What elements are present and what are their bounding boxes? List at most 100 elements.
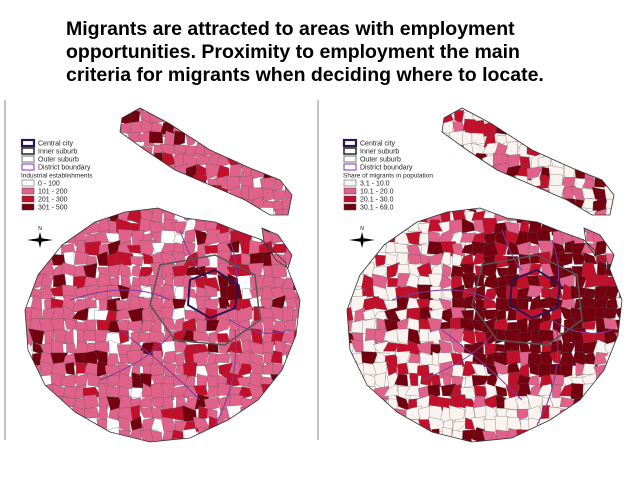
map-cell	[536, 108, 553, 115]
map-cell	[216, 165, 230, 179]
map-cell	[347, 210, 353, 226]
map-cell	[584, 110, 596, 126]
map-cell	[614, 108, 622, 111]
map-cell	[297, 129, 300, 146]
map-cell	[474, 185, 488, 203]
map-cell	[395, 198, 409, 213]
coastline	[441, 107, 615, 216]
title-line: Migrants are attracted to areas with emp…	[66, 18, 515, 40]
map-cell	[97, 122, 111, 137]
map-cell	[184, 178, 198, 191]
map-cell	[84, 407, 101, 419]
map-cell	[32, 210, 42, 225]
map-cell	[583, 416, 599, 432]
map-cell	[613, 167, 622, 180]
map-cell	[159, 185, 176, 201]
map-cell	[72, 417, 87, 433]
map-cell	[604, 416, 619, 430]
map-cell	[617, 152, 622, 171]
map-cell	[582, 252, 597, 265]
map-cell	[39, 273, 53, 292]
map-cell	[397, 362, 409, 376]
map-cell	[293, 233, 300, 245]
map-cell	[526, 111, 544, 123]
map-cell	[607, 361, 617, 379]
map-cell	[292, 429, 300, 442]
map-cell	[163, 437, 178, 442]
map-cell	[83, 350, 98, 367]
map-cell	[593, 398, 611, 408]
map-cell	[560, 299, 576, 309]
map-cell	[617, 186, 622, 199]
map-cell	[449, 162, 466, 180]
map-cell	[419, 131, 434, 145]
map-cell	[128, 173, 145, 192]
map-cell	[385, 218, 401, 232]
map-cell	[416, 119, 432, 133]
map-cell	[271, 405, 286, 421]
map-cell	[140, 429, 155, 442]
map-cell	[416, 428, 431, 442]
map-cell	[83, 196, 100, 211]
legend-label: District boundary	[38, 165, 91, 172]
map-cell	[270, 350, 283, 364]
map-cell	[39, 243, 52, 255]
legend-swatch	[21, 155, 35, 163]
map-cell	[603, 275, 620, 287]
map-cell	[228, 141, 245, 156]
map-cell	[504, 440, 522, 442]
map-cell	[116, 108, 130, 111]
map-cell	[25, 209, 32, 225]
map-cell	[41, 441, 56, 442]
map-cell	[439, 195, 454, 214]
map-cell	[603, 384, 618, 398]
map-cell	[293, 386, 300, 399]
map-cell	[94, 141, 112, 159]
map-cell	[116, 198, 133, 213]
map-cell	[475, 298, 485, 310]
map-cell	[548, 406, 566, 423]
legend-swatch	[21, 203, 35, 211]
map-cell	[41, 108, 57, 115]
title-line: criteria for migrants when deciding wher…	[66, 64, 544, 86]
map-cell	[237, 305, 253, 324]
map-cell	[604, 219, 618, 235]
map-cell	[194, 185, 206, 201]
district-boundary	[214, 329, 237, 426]
map-cell	[182, 439, 196, 442]
map-cell	[570, 418, 588, 432]
map-cell	[29, 363, 41, 379]
map-cell	[347, 108, 357, 116]
map-cell	[25, 222, 34, 235]
map-cell	[270, 108, 283, 110]
map-cell	[515, 123, 533, 135]
map-cell	[383, 108, 401, 114]
map-cell	[408, 142, 423, 156]
map-cell	[51, 406, 68, 423]
map-cell	[285, 394, 298, 411]
map-cell	[117, 163, 130, 177]
map-cell	[107, 196, 123, 212]
map-cell	[61, 211, 78, 226]
map-cell	[215, 353, 231, 363]
map-cell	[537, 383, 553, 396]
map-cell	[203, 197, 223, 213]
map-cell	[52, 428, 66, 442]
map-cell	[115, 251, 134, 266]
map-cell	[572, 108, 588, 113]
map-cell	[285, 351, 297, 366]
map-cell	[571, 152, 586, 169]
map-cell	[270, 132, 287, 148]
north-arrow	[27, 232, 53, 248]
map-cell	[584, 405, 599, 420]
map-cell	[407, 119, 421, 135]
map-cell	[593, 110, 608, 127]
map-cell	[137, 394, 154, 408]
map-cell	[571, 218, 586, 235]
map-cell	[395, 187, 412, 202]
map-cell	[406, 197, 423, 214]
map-cell	[226, 239, 240, 253]
map-cell	[592, 108, 611, 113]
map-cell	[616, 263, 622, 278]
